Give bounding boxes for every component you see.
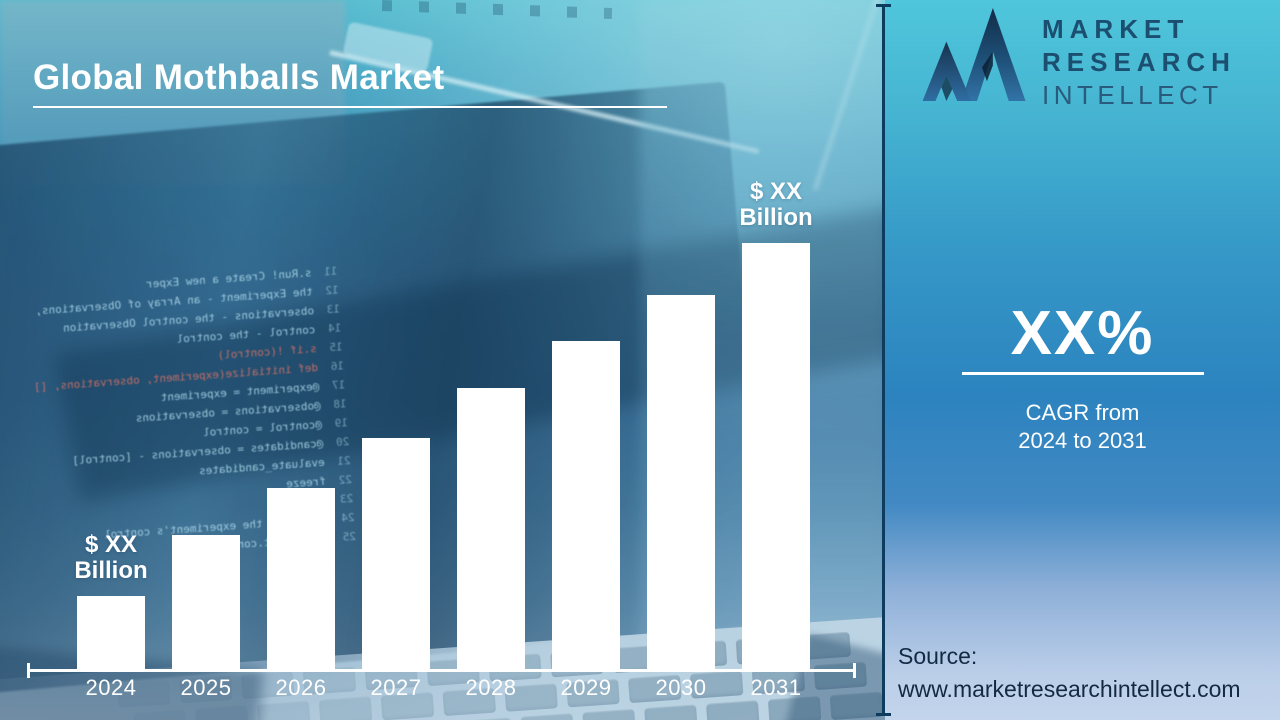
x-axis-left-cap bbox=[27, 663, 30, 678]
photo-background: 11 12 13 14 15 16 17 18 19 20 21 22 23 24 25 s.Run! Cr… bbox=[0, 0, 885, 720]
logo-word-intellect: INTELLECT bbox=[1042, 80, 1223, 110]
divider-top-cap bbox=[876, 4, 891, 7]
title-underline bbox=[33, 106, 667, 108]
chart-bar-2030 bbox=[647, 295, 715, 671]
chart-bar-2029 bbox=[552, 341, 620, 671]
bar-value-annotation-2024: $ XX Billion bbox=[74, 531, 148, 584]
x-axis-label-2026: 2026 bbox=[275, 675, 327, 700]
chart-bar-2024 bbox=[77, 596, 145, 671]
chart-bar-2031 bbox=[742, 243, 810, 671]
source-block: Source: www.marketresearchintellect.com bbox=[898, 640, 1241, 706]
x-axis-label-2031: 2031 bbox=[750, 675, 802, 700]
cagr-underline bbox=[961, 372, 1204, 375]
bar-chart: Global Mothballs Market $ XX Billion $ XX B… bbox=[27, 58, 856, 700]
blue-tint-overlay bbox=[0, 0, 885, 720]
x-axis-label-2030: 2030 bbox=[655, 675, 707, 700]
cagr-caption: CAGR from 2024 to 2031 bbox=[885, 399, 1280, 455]
chart-bar-2025 bbox=[172, 535, 240, 671]
mountain-logo-icon bbox=[922, 7, 1026, 102]
x-axis-label-2027: 2027 bbox=[370, 675, 422, 700]
logo-word-market: MARKET bbox=[1042, 14, 1190, 44]
info-panel: MARKET RESEARCH INTELLECT XX% CAGR from … bbox=[885, 0, 1280, 720]
chart-bar-2026 bbox=[267, 488, 335, 671]
chart-bar-2028 bbox=[457, 388, 525, 671]
logo-word-research: RESEARCH bbox=[1042, 47, 1236, 77]
section-divider-line bbox=[882, 4, 885, 716]
x-axis-label-2025: 2025 bbox=[180, 675, 232, 700]
cagr-value: XX% bbox=[1010, 299, 1155, 368]
x-axis-label-2024: 2024 bbox=[85, 675, 137, 700]
source-label: Source: bbox=[898, 643, 978, 669]
page-title: Global Mothballs Market bbox=[33, 58, 445, 97]
divider-bottom-cap bbox=[876, 713, 891, 716]
source-website-link[interactable]: www.marketresearchintellect.com bbox=[898, 676, 1241, 702]
x-axis-label-2029: 2029 bbox=[560, 675, 612, 700]
cagr-caption-line1: CAGR from bbox=[1025, 400, 1140, 425]
x-axis-line bbox=[28, 669, 856, 672]
cagr-caption-line2: 2024 to 2031 bbox=[1018, 428, 1147, 453]
x-axis-label-2028: 2028 bbox=[465, 675, 517, 700]
bar-value-annotation-2031: $ XX Billion bbox=[739, 178, 813, 231]
chart-bar-2027 bbox=[362, 438, 430, 671]
x-axis-right-cap bbox=[853, 663, 856, 678]
